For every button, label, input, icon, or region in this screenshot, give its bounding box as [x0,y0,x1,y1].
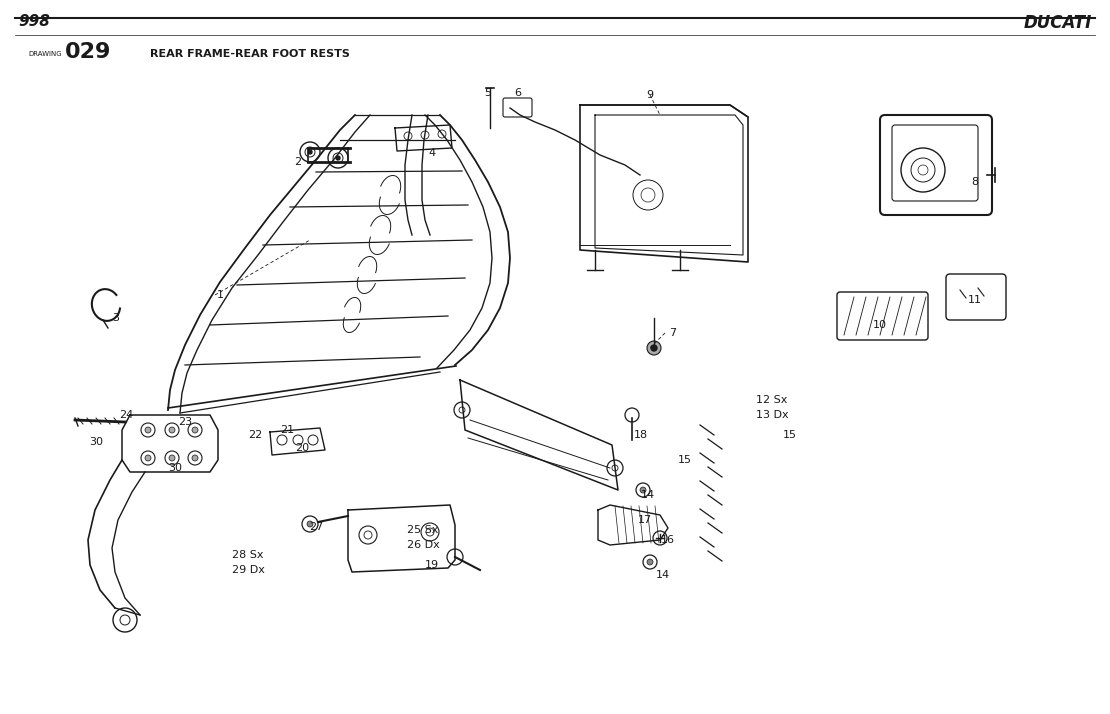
Circle shape [640,487,646,493]
Text: REAR FRAME-REAR FOOT RESTS: REAR FRAME-REAR FOOT RESTS [150,49,350,59]
Text: 14: 14 [640,490,655,500]
Text: 7: 7 [669,328,677,338]
Text: 18: 18 [634,430,648,440]
Text: 12 Sx: 12 Sx [756,395,788,405]
Circle shape [145,427,151,433]
Text: 15: 15 [783,430,797,440]
Circle shape [647,559,653,565]
Text: 24: 24 [119,410,133,420]
Circle shape [307,521,313,527]
Circle shape [169,455,175,461]
Circle shape [336,156,340,160]
Text: 16: 16 [660,535,675,545]
Text: 15: 15 [678,455,692,465]
Text: 27: 27 [309,522,323,532]
Text: 13 Dx: 13 Dx [756,410,788,420]
Text: 9: 9 [646,90,654,100]
Text: 22: 22 [248,430,262,440]
Text: 3: 3 [112,313,120,323]
Text: 17: 17 [638,515,652,525]
Circle shape [169,427,175,433]
Circle shape [307,150,312,154]
Circle shape [145,455,151,461]
Text: 6: 6 [515,88,522,98]
Text: 21: 21 [280,425,294,435]
Text: 14: 14 [656,570,670,580]
Circle shape [650,345,657,351]
Circle shape [192,455,198,461]
Text: DUCATI: DUCATI [1023,14,1092,32]
Text: 10: 10 [872,320,887,330]
Text: 20: 20 [295,443,309,453]
Text: 8: 8 [971,177,979,187]
Text: 2: 2 [294,157,302,167]
Text: DRAWING: DRAWING [28,51,62,57]
Text: 1: 1 [216,290,223,300]
Text: 30: 30 [89,437,103,447]
Text: 30: 30 [168,463,182,473]
Circle shape [192,427,198,433]
Text: 11: 11 [968,295,982,305]
Text: 998: 998 [18,14,50,29]
Text: 19: 19 [425,560,440,570]
Text: 26 Dx: 26 Dx [406,540,440,550]
Text: 25 Sx: 25 Sx [407,525,438,535]
Text: 23: 23 [178,417,192,427]
Text: 4: 4 [428,148,435,158]
Text: 29 Dx: 29 Dx [232,565,264,575]
Text: 029: 029 [65,42,111,62]
Text: 28 Sx: 28 Sx [232,550,264,560]
Text: 5: 5 [484,88,492,98]
Circle shape [647,341,660,355]
